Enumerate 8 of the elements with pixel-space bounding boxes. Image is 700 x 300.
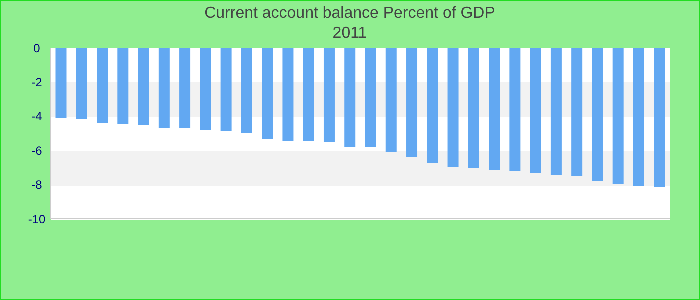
y-tick-label: -10 [28, 212, 46, 226]
y-tick-label: -8 [32, 178, 43, 192]
chart-subtitle: 2011 [332, 25, 368, 42]
y-tick-label: -4 [32, 110, 43, 124]
y-tick-label: -2 [32, 75, 43, 90]
y-tick-label: 0 [34, 41, 41, 56]
y-tick-label: -6 [32, 144, 43, 158]
chart-title: Current account balance Percent of GDP [204, 4, 496, 24]
